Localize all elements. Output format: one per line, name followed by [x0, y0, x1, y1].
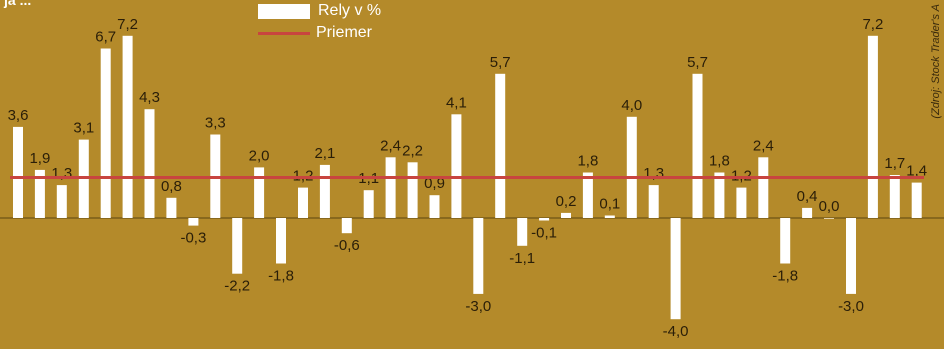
- bar: [56, 185, 67, 218]
- bar-value-label: 2,4: [753, 137, 774, 154]
- bar: [34, 169, 45, 218]
- bar-value-label: 1,3: [51, 165, 72, 182]
- bar-value-label: 4,3: [139, 89, 160, 106]
- bar: [648, 185, 659, 218]
- legend-item-line: Priemer: [258, 22, 381, 44]
- bar: [385, 157, 396, 218]
- bar-value-label: 1,8: [577, 153, 598, 170]
- bar-value-label: 0,9: [424, 175, 445, 192]
- bar: [889, 175, 900, 218]
- bar-value-label: 4,1: [446, 94, 467, 111]
- bar-value-label: 7,2: [117, 16, 138, 33]
- bar: [802, 207, 813, 218]
- bar: [736, 187, 747, 218]
- bar: [188, 218, 199, 226]
- bar-value-label: 3,1: [73, 120, 94, 137]
- bar-value-label: -4,0: [663, 323, 689, 340]
- bar: [495, 73, 506, 218]
- bar-value-label: 0,0: [819, 198, 840, 215]
- bar: [561, 212, 571, 218]
- bar-value-label: 0,8: [161, 178, 182, 195]
- bar: [429, 195, 440, 218]
- bar-value-label: 5,7: [490, 54, 511, 71]
- bar: [319, 164, 330, 218]
- bar-value-label: 7,2: [862, 16, 883, 33]
- bar: [824, 218, 834, 219]
- bar-value-label: 1,7: [884, 155, 905, 172]
- bar-value-label: 3,6: [8, 107, 29, 124]
- bar: [473, 218, 484, 294]
- bar-value-label: -1,8: [268, 268, 294, 285]
- bar-value-label: 1,9: [29, 150, 50, 167]
- bar: [363, 190, 374, 218]
- bar: [122, 35, 133, 218]
- legend-bars-label: Rely v %: [318, 2, 382, 19]
- bar-value-label: 1,8: [709, 153, 730, 170]
- bar: [758, 157, 769, 218]
- bar: [451, 114, 462, 218]
- bar: [539, 218, 550, 221]
- bar: [13, 126, 23, 218]
- bar: [276, 218, 286, 264]
- bar: [407, 162, 418, 218]
- bar-value-label: -0,3: [180, 230, 206, 247]
- bar-value-label: 4,0: [621, 97, 642, 114]
- bar-value-label: -0,6: [334, 237, 360, 254]
- bar: [298, 187, 308, 218]
- bar: [867, 35, 878, 218]
- bar-value-label: 2,0: [249, 147, 270, 164]
- bar: [254, 167, 265, 218]
- bar: [911, 182, 922, 218]
- legend-item-bars: Rely v %: [258, 0, 381, 22]
- bar: [626, 116, 637, 218]
- bar-value-label: 0,1: [599, 196, 620, 213]
- bar-value-label: 3,3: [205, 115, 226, 132]
- bar-value-label: 2,4: [380, 137, 401, 154]
- bar: [692, 73, 703, 218]
- bar: [166, 197, 177, 218]
- bar: [780, 218, 791, 264]
- bar-value-label: -1,8: [772, 268, 798, 285]
- bar-value-label: 1,3: [643, 165, 664, 182]
- bar-value-label: 0,2: [556, 193, 577, 210]
- bar: [582, 172, 593, 218]
- legend-bar-swatch: [258, 3, 310, 19]
- bar: [100, 48, 111, 218]
- bar-value-label: -3,0: [838, 298, 864, 315]
- chart-title-fragment: ja ...: [4, 0, 32, 8]
- bar-value-label: -0,1: [531, 225, 557, 242]
- legend: Rely v % Priemer: [258, 0, 381, 44]
- bar-value-label: -2,2: [224, 278, 250, 295]
- bar-value-label: 2,1: [314, 145, 335, 162]
- bar: [670, 218, 681, 320]
- bar-value-label: 5,7: [687, 54, 708, 71]
- legend-line-label: Priemer: [316, 24, 373, 41]
- bar: [144, 109, 155, 218]
- bar-value-label: 6,7: [95, 29, 116, 46]
- bar-value-label: -3,0: [465, 298, 491, 315]
- bar: [604, 215, 615, 218]
- legend-line-swatch: [258, 31, 310, 35]
- bar: [846, 218, 856, 294]
- bar-value-label: 1,4: [906, 163, 927, 180]
- bar-value-label: -1,1: [509, 250, 535, 267]
- bar: [341, 218, 352, 234]
- bar-value-label: 0,4: [797, 188, 818, 205]
- bar-value-label: 2,2: [402, 142, 423, 159]
- bar: [232, 218, 243, 274]
- bar: [517, 218, 528, 246]
- bar: [714, 172, 725, 218]
